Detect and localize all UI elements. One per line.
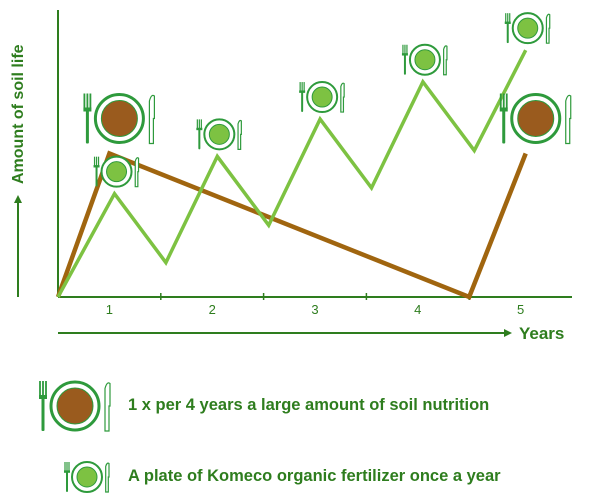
x-tick-label: 4 — [414, 302, 421, 317]
large-plate-icon — [499, 93, 572, 145]
small-plate-icon — [93, 155, 140, 188]
series-line-small-plate — [56, 49, 528, 298]
legend-icons — [39, 380, 111, 493]
x-tick-label: 1 — [106, 302, 113, 317]
small-plate-icon — [64, 461, 110, 493]
x-tick-label: 3 — [311, 302, 318, 317]
large-plate-icon — [39, 380, 111, 432]
small-plate-icon — [299, 81, 345, 114]
large-plate-icon — [83, 93, 155, 145]
small-plate-icon — [196, 118, 242, 151]
legend-text-small-plate: A plate of Komeco organic fertilizer onc… — [128, 467, 501, 485]
x-axis-label: Years — [519, 324, 564, 343]
legend-text-large-plate: 1 x per 4 years a large amount of soil n… — [128, 396, 490, 414]
series-layer — [55, 49, 528, 300]
x-tick-label: 2 — [209, 302, 216, 317]
series-line-large-plate — [55, 150, 528, 300]
small-plate-icon — [504, 12, 551, 45]
y-axis-label: Amount of soil life — [10, 44, 27, 184]
markers-layer — [83, 12, 572, 188]
small-plate-icon — [401, 43, 448, 76]
x-tick-label: 5 — [517, 302, 524, 317]
